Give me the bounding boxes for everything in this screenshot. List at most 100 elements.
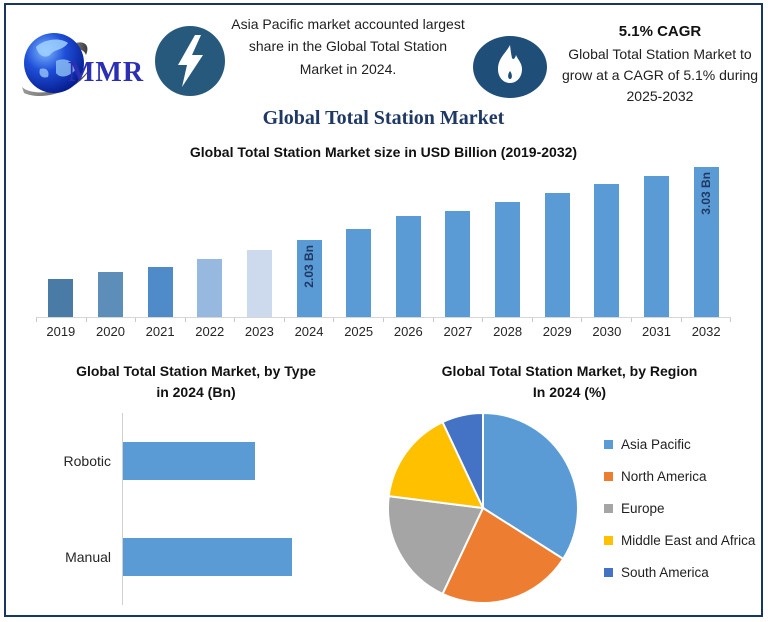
year-label-2032: 2032	[691, 324, 721, 339]
type-label-robotic: Robotic	[63, 453, 111, 469]
bar-2024: 2.03 Bn	[296, 240, 322, 317]
tick	[36, 318, 87, 322]
region-pie	[387, 411, 579, 604]
bar-column-2029	[532, 166, 582, 317]
bar-2031	[644, 176, 669, 317]
bar-column-2020	[86, 166, 136, 317]
legend-item-europe: Europe	[604, 501, 755, 516]
mmr-logo: MMR	[16, 25, 151, 103]
type-bar-row-manual	[123, 509, 378, 605]
type-chart-category-labels: Robotic Manual	[14, 413, 122, 605]
type-chart-title-line1: Global Total Station Market, by Type	[76, 363, 316, 379]
bar-2028	[495, 202, 521, 317]
infographic-page: MMR Asia Pacific market accounted larges…	[4, 3, 763, 617]
bar-2021	[147, 267, 173, 317]
lightning-badge	[154, 25, 226, 97]
market-size-chart-title: Global Total Station Market size in USD …	[189, 144, 578, 160]
type-chart-title-line2: in 2024 (Bn)	[156, 384, 236, 400]
region-chart: Global Total Station Market, by Region I…	[378, 361, 761, 607]
bar-data-label-2024: 2.03 Bn	[302, 245, 317, 288]
lightning-icon	[155, 26, 225, 96]
bar-column-2024: 2.03 Bn	[284, 166, 334, 317]
tick	[334, 318, 385, 322]
legend-item-north-america: North America	[604, 469, 755, 484]
type-chart-bars	[122, 413, 378, 605]
mmr-logo-text: MMR	[68, 57, 145, 88]
type-bar-row-robotic	[123, 413, 378, 509]
type-chart-title: Global Total Station Market, by Type in …	[14, 361, 378, 403]
bar-column-2031	[632, 166, 682, 317]
pie-slice-south-america	[441, 411, 484, 509]
bar-column-2030	[582, 166, 632, 317]
cagr-text: Global Total Station Market to grow at a…	[561, 46, 759, 104]
bar-2025	[346, 229, 372, 317]
tick	[533, 318, 583, 322]
bar-data-label-2032: 3.03 Bn	[699, 172, 714, 215]
bar-2022	[197, 259, 223, 317]
legend-label-south-america: South America	[621, 565, 709, 580]
tick	[235, 318, 285, 322]
x-axis-labels: 2019 2020 2021 2022 2023 2024 2025 2026 2027 2028…	[36, 324, 731, 339]
year-label-2026: 2026	[393, 324, 423, 339]
region-chart-plot: Asia Pacific North America Europe Middle Ea…	[378, 409, 761, 607]
bottom-charts: Global Total Station Market, by Type in …	[6, 361, 761, 607]
x-axis-ticks	[36, 318, 732, 322]
bar-column-2019	[36, 166, 86, 317]
header: MMR Asia Pacific market accounted larges…	[6, 5, 761, 105]
tick	[434, 318, 484, 322]
legend-swatch-europe	[604, 504, 613, 513]
year-label-2028: 2028	[493, 324, 523, 339]
bar-2032: 3.03 Bn	[693, 167, 719, 317]
type-bar-manual	[123, 538, 292, 576]
page-title: Global Total Station Market	[262, 107, 505, 129]
legend-item-middle-east-and-africa: Middle East and Africa	[604, 533, 755, 548]
legend-swatch-middle-east-and-africa	[604, 536, 613, 545]
bar-2019	[48, 279, 74, 317]
region-chart-title-line1: Global Total Station Market, by Region	[441, 363, 698, 379]
tick	[186, 318, 236, 322]
legend-item-asia-pacific: Asia Pacific	[604, 437, 755, 452]
bar-column-2022	[185, 166, 235, 317]
bar-column-2025	[334, 166, 384, 317]
tick	[136, 318, 186, 322]
bar-column-2028	[483, 166, 533, 317]
tick	[87, 318, 137, 322]
tick	[384, 318, 434, 322]
cagr-block: 5.1% CAGR Global Total Station Market to…	[554, 23, 761, 107]
legend-label-asia-pacific: Asia Pacific	[621, 437, 691, 452]
market-size-chart: Global Total Station Market size in USD …	[6, 144, 761, 339]
headline-text: Asia Pacific market accounted largest sh…	[231, 16, 465, 77]
year-label-2022: 2022	[195, 324, 225, 339]
year-label-2025: 2025	[344, 324, 374, 339]
legend-label-europe: Europe	[621, 501, 665, 516]
bar-2023	[246, 250, 272, 317]
bar-column-2027	[433, 166, 483, 317]
tick	[632, 318, 682, 322]
bar-2020	[97, 272, 123, 317]
year-label-2030: 2030	[592, 324, 622, 339]
type-label-manual: Manual	[65, 549, 111, 565]
year-label-2027: 2027	[443, 324, 473, 339]
legend-label-middle-east-and-africa: Middle East and Africa	[621, 533, 756, 548]
type-chart-plot: Robotic Manual	[14, 413, 378, 605]
type-bar-robotic	[123, 442, 255, 480]
year-label-2021: 2021	[145, 324, 175, 339]
region-legend: Asia Pacific North America Europe Middle Ea…	[582, 409, 755, 607]
legend-swatch-south-america	[604, 568, 613, 577]
bar-column-2026	[383, 166, 433, 317]
type-chart: Global Total Station Market, by Type in …	[6, 361, 378, 607]
legend-swatch-north-america	[604, 472, 613, 481]
cagr-title: 5.1% CAGR	[618, 23, 702, 40]
flame-badge	[472, 35, 548, 99]
bar-column-2023	[235, 166, 285, 317]
region-chart-title: Global Total Station Market, by Region I…	[378, 361, 761, 403]
bar-2030	[594, 184, 620, 317]
market-size-bars: 2.03 Bn 3.03 Bn	[36, 166, 731, 318]
flame-icon	[473, 36, 547, 98]
year-label-2024: 2024	[294, 324, 324, 339]
region-chart-title-line2: In 2024 (%)	[532, 384, 607, 400]
bar-column-2021	[135, 166, 185, 317]
globe-icon	[22, 33, 92, 97]
legend-label-north-america: North America	[621, 469, 707, 484]
bar-2029	[544, 193, 570, 317]
